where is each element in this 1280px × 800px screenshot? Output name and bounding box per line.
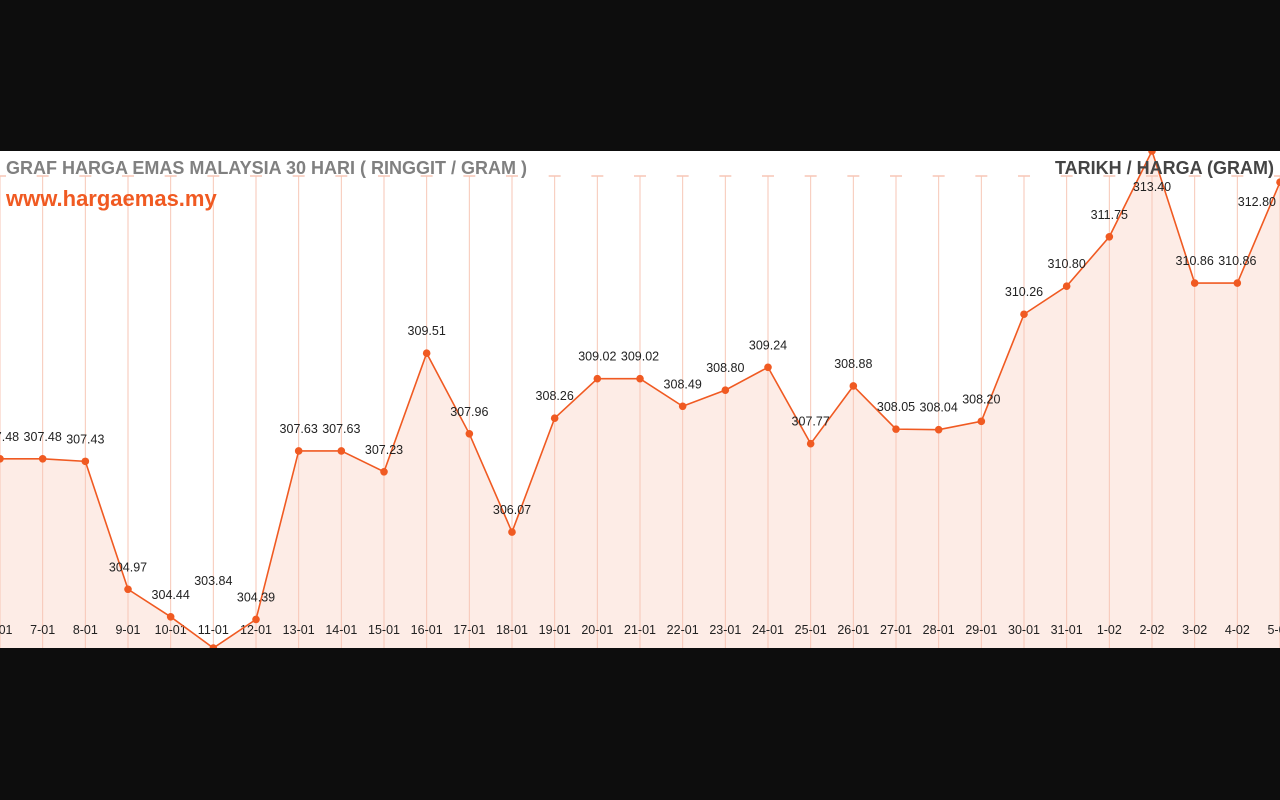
data-label: 308.26	[536, 389, 574, 403]
x-tick-label: 18-01	[496, 623, 528, 637]
data-point	[806, 439, 815, 448]
x-tick-label: 24-01	[752, 623, 784, 637]
x-tick-label: 23-01	[709, 623, 741, 637]
x-tick-label: 22-01	[667, 623, 699, 637]
data-point	[294, 447, 303, 455]
x-tick-label: 11-01	[198, 623, 229, 637]
data-label: 307.77	[792, 415, 830, 429]
x-tick-label: 9-01	[115, 623, 140, 637]
data-point	[1233, 279, 1242, 287]
x-tick-label: 27-01	[880, 623, 912, 637]
data-point	[892, 425, 900, 433]
x-tick-label: 5-02	[1267, 623, 1280, 637]
x-tick-label: 7-01	[30, 623, 55, 637]
data-label: 303.84	[194, 574, 232, 588]
data-label: 310.80	[1048, 257, 1086, 271]
data-point	[849, 382, 858, 390]
data-point	[721, 386, 730, 394]
data-point	[166, 613, 175, 621]
x-tick-label: 25-01	[795, 623, 827, 637]
x-tick-label: 6-01	[0, 623, 13, 637]
data-point	[81, 457, 90, 466]
data-label: 306.07	[493, 503, 531, 517]
x-tick-label: 21-01	[624, 623, 656, 637]
data-label: 308.05	[877, 400, 915, 414]
data-label: 310.26	[1005, 285, 1043, 299]
data-point	[1148, 151, 1156, 155]
x-tick-label: 15-01	[368, 623, 400, 637]
data-point	[380, 467, 388, 476]
data-label: 312.80	[1238, 195, 1276, 209]
data-point	[764, 363, 772, 372]
x-tick-label: 4-02	[1225, 623, 1250, 637]
data-label: 313.40	[1133, 180, 1171, 194]
data-point	[1190, 279, 1199, 287]
x-tick-label: 14-01	[325, 623, 357, 637]
data-label: 307.48	[0, 430, 19, 444]
data-label: 307.48	[24, 430, 62, 444]
x-tick-label: 20-01	[581, 623, 613, 637]
data-label: 308.49	[664, 377, 702, 391]
data-point	[977, 417, 986, 426]
data-label: 307.43	[66, 432, 104, 446]
data-label: 307.96	[450, 405, 488, 419]
data-label: 308.04	[920, 401, 958, 415]
x-tick-label: 31-01	[1051, 623, 1083, 637]
data-point	[465, 430, 474, 438]
chart-subtitle: www.hargaemas.my	[5, 186, 217, 211]
data-point	[1276, 178, 1280, 186]
data-label: 311.75	[1091, 208, 1128, 222]
data-point	[422, 349, 431, 358]
data-point	[209, 644, 218, 648]
x-tick-label: 2-02	[1139, 623, 1164, 637]
data-label: 304.97	[109, 560, 147, 574]
data-point	[508, 528, 516, 536]
data-point	[550, 414, 559, 423]
x-tick-label: 29-01	[965, 623, 997, 637]
data-point	[337, 447, 346, 455]
data-point	[678, 402, 687, 411]
data-label: 304.44	[152, 588, 190, 602]
data-label: 308.88	[834, 357, 872, 371]
data-point	[1020, 310, 1028, 319]
chart-title: GRAF HARGA EMAS MALAYSIA 30 HARI ( RINGG…	[6, 158, 527, 178]
x-tick-label: 1-02	[1097, 623, 1122, 637]
data-label: 308.20	[962, 392, 1000, 406]
x-tick-label: 17-01	[453, 623, 485, 637]
x-tick-label: 13-01	[283, 623, 315, 637]
x-tick-label: 19-01	[539, 623, 571, 637]
data-label: 310.86	[1218, 254, 1256, 268]
data-label: 309.02	[578, 350, 616, 364]
x-tick-label: 12-01	[240, 623, 272, 637]
x-tick-label: 3-02	[1182, 623, 1207, 637]
data-point	[124, 585, 132, 594]
x-tick-label: 8-01	[73, 623, 98, 637]
data-point	[636, 374, 644, 383]
data-point	[934, 425, 943, 434]
data-label: 307.23	[365, 443, 403, 457]
x-tick-label: 30-01	[1008, 623, 1040, 637]
data-label: 309.24	[749, 338, 787, 352]
data-label: 307.63	[280, 422, 318, 436]
x-tick-label: 10-01	[155, 623, 187, 637]
data-label: 309.02	[621, 350, 659, 364]
x-tick-label: 26-01	[837, 623, 869, 637]
data-point	[252, 615, 260, 624]
x-tick-label: 16-01	[411, 623, 443, 637]
data-label: 307.63	[322, 422, 360, 436]
data-point	[0, 454, 4, 463]
data-label: 310.86	[1176, 254, 1214, 268]
data-label: 304.39	[237, 590, 275, 604]
data-point	[38, 454, 47, 463]
legend-label: TARIKH / HARGA (GRAM)	[1055, 158, 1274, 178]
data-label: 308.80	[706, 361, 744, 375]
data-point	[593, 374, 602, 383]
data-point	[1062, 282, 1071, 290]
data-label: 309.51	[408, 324, 446, 338]
data-point	[1105, 232, 1114, 241]
x-tick-label: 28-01	[923, 623, 955, 637]
